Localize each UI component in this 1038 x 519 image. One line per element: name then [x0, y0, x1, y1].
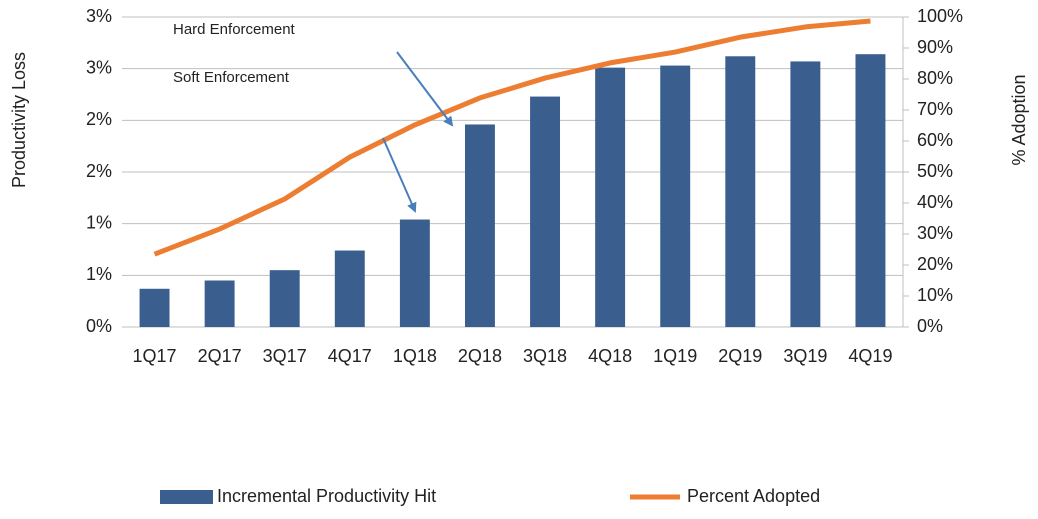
y2-tick-label: 10%	[917, 285, 953, 305]
x-tick-label: 4Q19	[848, 346, 892, 366]
arrow	[396, 51, 454, 127]
y2-tick-label: 40%	[917, 192, 953, 212]
bar	[334, 250, 365, 327]
line	[153, 18, 871, 257]
legend-label: Incremental Productivity Hit	[217, 486, 436, 506]
y-tick-label: 1%	[86, 264, 112, 284]
y2-tick-label: 80%	[917, 68, 953, 88]
y-axis-label: Productivity Loss	[9, 52, 29, 188]
y2-tick-label: 100%	[917, 6, 963, 26]
x-tick-label: 2Q18	[458, 346, 502, 366]
bar	[855, 54, 886, 327]
x-tick-label: 3Q17	[263, 346, 307, 366]
annotation: Soft Enforcement	[173, 69, 290, 86]
y2-tick-label: 30%	[917, 223, 953, 243]
bar	[660, 65, 691, 328]
bar	[269, 270, 300, 327]
x-tick-label: 2Q19	[718, 346, 762, 366]
x-tick-label: 3Q18	[523, 346, 567, 366]
y-tick-label: 3%	[86, 6, 112, 26]
bar	[725, 56, 756, 328]
bar	[204, 280, 235, 327]
x-tick-label: 4Q18	[588, 346, 632, 366]
x-tick-label: 1Q17	[133, 346, 177, 366]
y-tick-label: 3%	[86, 57, 112, 77]
bar	[595, 67, 626, 327]
annotation: Hard Enforcement	[173, 21, 296, 38]
bar	[530, 96, 561, 327]
arrow	[382, 137, 417, 213]
x-tick-label: 1Q18	[393, 346, 437, 366]
y2-tick-label: 50%	[917, 161, 953, 181]
y-tick-label: 2%	[86, 109, 112, 129]
y2-axis-label: % Adoption	[1009, 74, 1029, 165]
bar	[790, 61, 821, 327]
x-tick-label: 3Q19	[783, 346, 827, 366]
y2-tick-label: 60%	[917, 130, 953, 150]
y2-tick-label: 0%	[917, 316, 943, 336]
y-tick-label: 2%	[86, 161, 112, 181]
legend-swatch	[160, 490, 213, 504]
y2-tick-label: 90%	[917, 37, 953, 57]
y2-tick-label: 20%	[917, 254, 953, 274]
legend-label: Percent Adopted	[687, 486, 820, 506]
bar	[464, 124, 495, 327]
bar	[399, 219, 430, 327]
y-tick-label: 0%	[86, 316, 112, 336]
y-tick-label: 1%	[86, 212, 112, 232]
bar	[139, 288, 170, 327]
x-tick-label: 2Q17	[198, 346, 242, 366]
x-tick-label: 1Q19	[653, 346, 697, 366]
y2-tick-label: 70%	[917, 99, 953, 119]
x-tick-label: 4Q17	[328, 346, 372, 366]
